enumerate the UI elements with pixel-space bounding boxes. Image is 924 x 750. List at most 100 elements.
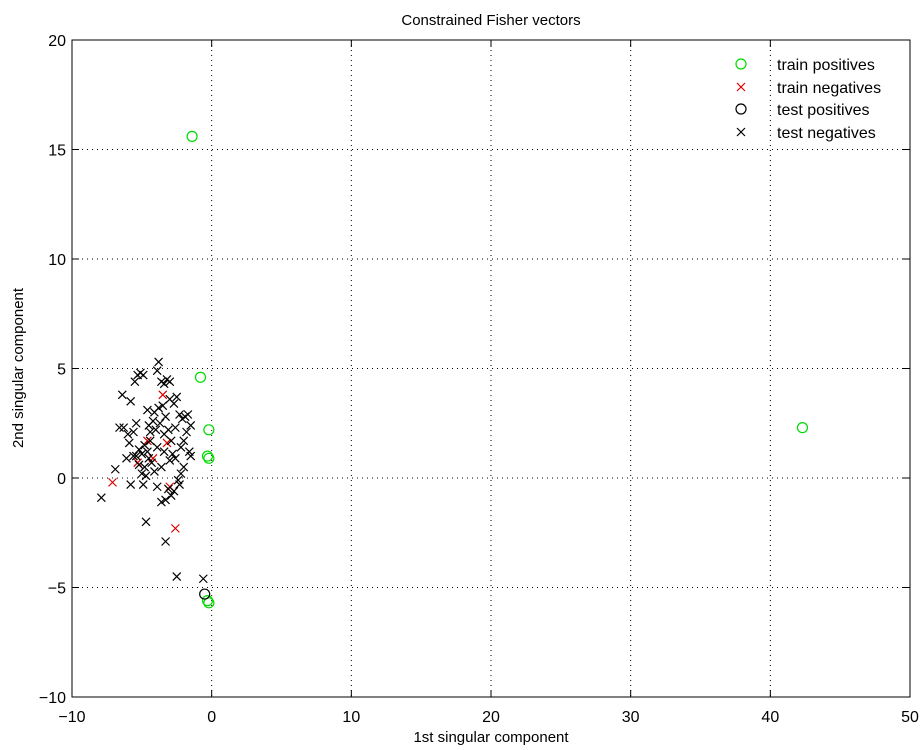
marker-stroke xyxy=(140,462,150,472)
point-train-positives xyxy=(203,452,215,464)
point-test-negatives xyxy=(186,451,196,461)
marker-stroke xyxy=(161,412,171,422)
series-test-negatives xyxy=(96,357,208,584)
marker-stroke xyxy=(158,390,168,400)
marker-stroke xyxy=(137,469,147,479)
chart-title: Constrained Fisher vectors xyxy=(401,12,580,29)
marker-stroke xyxy=(170,423,180,433)
marker-stroke xyxy=(161,495,171,505)
marker-stroke xyxy=(182,427,191,437)
point-test-negatives xyxy=(122,453,131,463)
marker-stroke xyxy=(179,436,189,446)
marker-stroke xyxy=(156,462,166,472)
marker-stroke xyxy=(141,517,151,527)
point-test-negatives xyxy=(115,423,124,433)
marker-stroke xyxy=(145,436,155,446)
marker-stroke xyxy=(126,396,136,406)
y-tick-label: 5 xyxy=(57,362,66,379)
marker-stroke xyxy=(156,497,166,507)
point-test-negatives xyxy=(155,418,165,428)
marker-stroke xyxy=(175,480,184,489)
data-points xyxy=(96,130,809,609)
marker-stroke xyxy=(142,405,152,415)
marker-stroke xyxy=(170,453,180,463)
marker-stroke xyxy=(159,447,169,457)
point-test-negatives xyxy=(154,403,164,413)
marker-stroke xyxy=(152,482,162,492)
point-test-negatives xyxy=(141,471,151,481)
x-tick-label: −10 xyxy=(58,709,85,726)
legend-item-train-positives: train positives xyxy=(735,57,875,74)
point-test-negatives xyxy=(131,451,141,461)
point-test-negatives xyxy=(161,537,171,546)
point-test-negatives xyxy=(179,462,189,472)
point-train-negatives xyxy=(170,523,180,533)
point-test-negatives xyxy=(161,495,171,505)
marker-stroke xyxy=(161,537,171,546)
legend-marker-circle-black xyxy=(735,103,747,115)
point-train-negatives xyxy=(158,390,168,400)
marker-stroke xyxy=(736,82,746,92)
marker-stroke xyxy=(134,460,144,470)
x-tick-label: 30 xyxy=(622,709,640,726)
marker-stroke xyxy=(154,357,164,367)
marker-stroke xyxy=(179,462,189,472)
point-test-negatives xyxy=(172,572,182,581)
point-test-negatives xyxy=(170,453,180,463)
x-tick-label: 40 xyxy=(761,709,779,726)
marker-stroke xyxy=(144,421,154,430)
marker-stroke xyxy=(152,366,162,376)
point-test-negatives xyxy=(130,377,140,387)
point-test-negatives xyxy=(161,412,171,422)
marker-stroke xyxy=(169,399,179,408)
point-test-negatives xyxy=(166,491,176,500)
point-test-negatives xyxy=(165,456,175,465)
legend-symbol xyxy=(735,58,747,70)
point-test-negatives xyxy=(147,458,157,468)
marker-stroke xyxy=(183,410,193,419)
legend-marker-x-black xyxy=(736,127,746,137)
point-test-positives xyxy=(199,588,211,600)
point-train-negatives xyxy=(108,477,117,487)
marker-stroke xyxy=(142,436,152,446)
marker-stroke xyxy=(119,423,129,433)
point-test-negatives xyxy=(140,462,150,472)
marker-stroke xyxy=(163,484,173,494)
point-test-negatives xyxy=(134,460,144,470)
marker-stroke xyxy=(159,379,169,389)
y-tick-label: 15 xyxy=(48,143,66,160)
point-test-negatives xyxy=(141,517,151,527)
point-test-negatives xyxy=(140,440,150,450)
point-test-negatives xyxy=(169,486,179,496)
point-test-negatives xyxy=(96,493,106,503)
y-tick-label: 10 xyxy=(48,252,66,269)
point-train-positives xyxy=(201,595,214,607)
point-test-negatives xyxy=(175,410,184,419)
y-tick-label: 20 xyxy=(48,33,66,50)
marker-stroke xyxy=(129,427,138,437)
point-test-negatives xyxy=(129,451,138,461)
x-tick-label: 50 xyxy=(901,709,919,726)
point-test-negatives xyxy=(149,467,159,476)
marker-stroke xyxy=(165,456,175,465)
legend-label: train negatives xyxy=(777,80,881,97)
point-test-negatives xyxy=(138,370,148,380)
marker-stroke xyxy=(124,438,134,448)
marker-stroke xyxy=(165,377,175,387)
marker-stroke xyxy=(155,418,165,428)
point-test-negatives xyxy=(137,469,147,479)
point-test-negatives xyxy=(152,442,162,452)
x-tick-label: 0 xyxy=(207,709,216,726)
point-test-negatives xyxy=(119,423,129,433)
legend-marker-circle-green xyxy=(735,58,747,70)
marker-stroke xyxy=(176,469,186,479)
legend-label: train positives xyxy=(777,57,875,74)
legend-symbol xyxy=(736,127,746,137)
point-test-negatives xyxy=(156,497,166,507)
marker-stroke xyxy=(129,451,138,461)
marker-stroke xyxy=(152,442,162,452)
marker-stroke xyxy=(130,377,140,387)
marker-stroke xyxy=(134,445,144,454)
point-test-negatives xyxy=(172,392,182,402)
